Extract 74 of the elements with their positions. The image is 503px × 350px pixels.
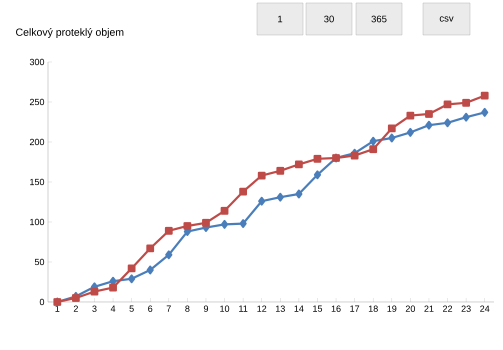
point: [128, 274, 136, 284]
point: [481, 108, 488, 117]
text: 1: [278, 16, 282, 22]
x-tick-label: 6: [148, 306, 152, 312]
x-tick-label: 23: [462, 306, 471, 312]
x-tick-label: 21: [424, 306, 434, 312]
x-tick-label: 19: [387, 306, 396, 312]
x-tick-label: 8: [185, 306, 190, 312]
point: [146, 266, 154, 274]
x-tick-label: 15: [313, 306, 322, 312]
point: [109, 284, 117, 292]
x-tick-label: 14: [294, 306, 304, 312]
chart-title: Celkový proteklý objem: [16, 28, 124, 38]
x-tick-label: 7: [166, 306, 171, 312]
y-tick-label: 250: [30, 98, 44, 106]
point: [369, 145, 378, 154]
point: [165, 250, 172, 260]
point: [406, 112, 414, 120]
x-tick-label: 1: [55, 306, 60, 312]
y-tick-label: 150: [30, 178, 44, 186]
point: [444, 118, 452, 128]
point: [72, 294, 80, 302]
point: [444, 100, 452, 108]
point: [388, 134, 396, 142]
point: [128, 264, 136, 272]
point: [258, 172, 266, 180]
x-tick-label: 12: [257, 306, 266, 312]
text: 365: [371, 16, 387, 22]
x-tick-label: 18: [368, 306, 378, 312]
point: [350, 152, 359, 160]
point: [295, 190, 302, 198]
text: 30: [324, 16, 334, 22]
y-tick-label: 100: [30, 218, 44, 226]
point: [146, 244, 154, 252]
point: [183, 222, 192, 230]
x-tick-label: 2: [74, 306, 78, 312]
text: csv: [440, 16, 454, 22]
point: [164, 226, 173, 235]
point: [388, 124, 396, 132]
y-tick-label: 0: [40, 298, 44, 306]
point: [276, 166, 284, 175]
point: [425, 110, 433, 118]
x-tick-label: 22: [442, 306, 452, 312]
x-tick-label: 13: [276, 306, 285, 312]
point: [202, 218, 210, 227]
point: [406, 128, 414, 137]
point: [314, 154, 322, 163]
x-tick-label: 16: [332, 306, 341, 312]
y-tick-label: 50: [34, 258, 44, 266]
point: [425, 120, 433, 130]
x-tick-label: 3: [92, 306, 97, 312]
point: [462, 112, 470, 122]
point: [90, 288, 98, 296]
y-tick-label: 200: [30, 138, 44, 146]
point: [220, 220, 228, 229]
point: [462, 98, 470, 107]
point: [258, 196, 266, 206]
point: [240, 219, 247, 228]
x-tick-label: 4: [110, 306, 116, 312]
point: [239, 188, 248, 196]
y-tick-label: 300: [30, 58, 44, 66]
point: [276, 192, 284, 202]
x-tick-label: 17: [350, 306, 360, 312]
x-tick-label: 10: [220, 306, 230, 312]
x-tick-label: 11: [239, 306, 248, 312]
x-tick-label: 20: [406, 306, 416, 312]
point: [314, 170, 322, 180]
point: [220, 206, 228, 215]
point: [294, 160, 303, 168]
point: [370, 136, 377, 146]
x-tick-label: 5: [129, 306, 134, 312]
point: [480, 92, 489, 100]
x-tick-label: 9: [204, 306, 208, 312]
x-tick-label: 24: [480, 306, 490, 312]
